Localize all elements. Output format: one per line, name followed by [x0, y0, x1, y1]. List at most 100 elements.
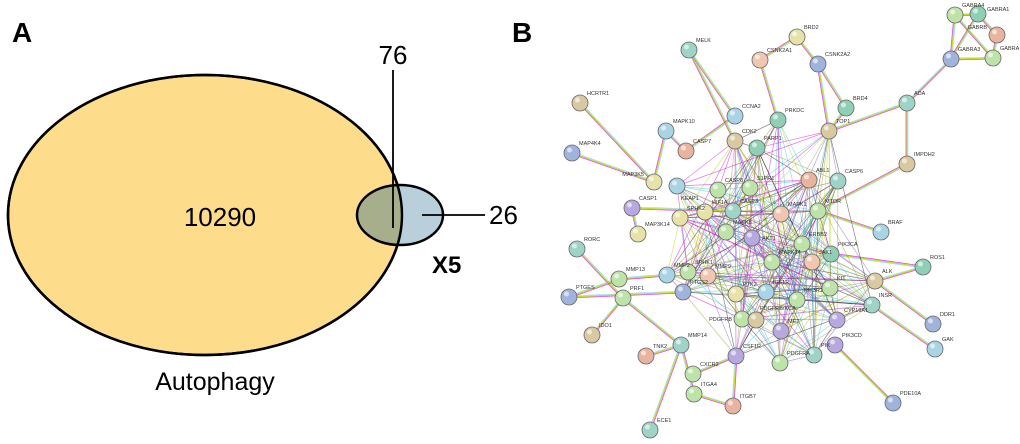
protein-node-mapk10[interactable] [657, 122, 675, 140]
protein-node-pde10a[interactable] [884, 394, 902, 412]
protein-node-pik3ca2[interactable] [747, 311, 765, 329]
protein-node-hif1a[interactable] [696, 203, 714, 221]
protein-node-pik3cd[interactable] [826, 336, 844, 354]
protein-node-gabra1[interactable] [969, 5, 987, 23]
protein-node-s1pr1[interactable] [741, 179, 759, 197]
protein-node-csnk2a1[interactable] [751, 51, 769, 69]
protein-node-braf[interactable] [872, 223, 890, 241]
protein-node-map3k14[interactable] [629, 225, 647, 243]
protein-node-pdgfra[interactable] [771, 354, 789, 372]
protein-node-brd4[interactable] [837, 99, 855, 117]
protein-node-erbb2[interactable] [793, 235, 811, 253]
protein-node-rorc[interactable] [568, 240, 586, 258]
protein-node-mtor[interactable] [809, 202, 827, 220]
protein-node-cxcr2[interactable] [684, 365, 702, 383]
node-label: ITGB7 [740, 394, 756, 400]
protein-node-akt1[interactable] [743, 229, 761, 247]
network-nodes: MELK BRD2 CSNK2A1 CSNK2A2 HCRTR1 MAPK10 CCNA2 P… [560, 3, 1020, 439]
protein-node-cdk2[interactable] [726, 132, 744, 150]
protein-node-pdgfrb[interactable] [733, 310, 751, 328]
protein-node-alk[interactable] [866, 272, 884, 290]
protein-node-gabrb[interactable] [988, 26, 1006, 44]
node-label: TOP1 [836, 119, 850, 125]
node-circle [809, 202, 827, 220]
protein-node-igf1r[interactable] [757, 283, 775, 301]
protein-node-mapk8[interactable] [717, 223, 735, 241]
interaction-edge [834, 344, 894, 404]
node-highlight [641, 350, 646, 356]
protein-node-gabra3[interactable] [942, 50, 960, 68]
protein-node-mmp9[interactable] [699, 267, 717, 285]
protein-node-abl1[interactable] [800, 171, 818, 189]
protein-node-brd2[interactable] [788, 28, 806, 46]
protein-node-casp3[interactable] [724, 202, 742, 220]
protein-node-ptk2[interactable] [727, 285, 745, 303]
node-highlight [973, 8, 978, 14]
protein-node-map4k4[interactable] [563, 144, 581, 162]
protein-node-parp1[interactable] [748, 139, 766, 157]
venn-diagram: A 10290 76 26 X5 Autophagy [6, 17, 518, 396]
protein-node-melk[interactable] [680, 41, 698, 59]
protein-node-gabra[interactable] [984, 49, 1002, 67]
protein-node-itgb7[interactable] [724, 397, 742, 415]
node-labels: MELK BRD2 CSNK2A1 CSNK2A2 HCRTR1 MAPK10 CCNA2 P… [576, 3, 1020, 424]
protein-node-mmp13[interactable] [610, 270, 628, 288]
protein-node-keap1[interactable] [668, 177, 686, 195]
protein-node-sphk2[interactable] [671, 209, 689, 227]
interaction-edge [749, 187, 876, 282]
protein-node-ccna2[interactable] [726, 107, 744, 125]
protein-node-itga4[interactable] [685, 385, 703, 403]
protein-node-top1[interactable] [820, 122, 838, 140]
protein-node-ptges[interactable] [560, 288, 578, 306]
protein-node-ptgs2[interactable] [674, 283, 692, 301]
protein-node-map3k5[interactable] [645, 173, 663, 191]
protein-node-tnk2[interactable] [637, 347, 655, 365]
protein-node-ido1[interactable] [583, 326, 601, 344]
protein-node-prkdc[interactable] [769, 111, 787, 129]
interaction-edge [834, 345, 893, 404]
interaction-edge [735, 287, 831, 295]
protein-node-hcrtr1[interactable] [571, 94, 589, 112]
protein-node-pik3ca[interactable] [822, 245, 840, 263]
node-highlight [804, 174, 809, 180]
protein-node-jak1[interactable] [803, 253, 821, 271]
interaction-edge [756, 130, 830, 149]
node-highlight [833, 175, 838, 181]
protein-node-pik3r1[interactable] [788, 291, 806, 309]
interaction-edge [676, 140, 736, 187]
protein-node-pik[interactable] [805, 346, 823, 364]
protein-node-mmp2[interactable] [658, 266, 676, 284]
protein-node-casp1[interactable] [623, 199, 641, 217]
interaction-edge [780, 179, 810, 332]
node-label: ROS1 [930, 255, 945, 261]
protein-node-csnk2a2[interactable] [809, 55, 827, 73]
protein-node-mapk14[interactable] [763, 253, 781, 271]
protein-node-gak[interactable] [926, 340, 944, 358]
interaction-edge [622, 298, 681, 347]
protein-node-casp8[interactable] [709, 181, 727, 199]
protein-node-casp6[interactable] [829, 172, 847, 190]
node-circle [614, 289, 632, 307]
protein-node-cyp19a1[interactable] [828, 311, 846, 329]
node-circle [788, 28, 806, 46]
node-highlight [928, 318, 933, 324]
node-circle [884, 394, 902, 412]
protein-node-ada[interactable] [898, 94, 916, 112]
protein-node-mapk1[interactable] [772, 205, 790, 223]
protein-node-ddr1[interactable] [924, 315, 942, 333]
protein-node-gabra4[interactable] [946, 6, 964, 24]
node-highlight [824, 125, 829, 131]
protein-node-csf1r[interactable] [727, 347, 745, 365]
protein-node-kit[interactable] [821, 279, 839, 297]
x5-set-label: X5 [432, 252, 461, 279]
protein-node-casp7[interactable] [677, 142, 695, 160]
protein-node-ece1[interactable] [641, 421, 659, 439]
protein-node-mmp14[interactable] [672, 336, 690, 354]
protein-node-insr[interactable] [863, 296, 881, 314]
protein-node-sphk1[interactable] [679, 263, 697, 281]
node-label: ECE1 [657, 418, 671, 424]
protein-node-ros1[interactable] [914, 258, 932, 276]
protein-node-met[interactable] [772, 322, 790, 340]
protein-node-impdh2[interactable] [898, 155, 916, 173]
protein-node-prf1[interactable] [614, 289, 632, 307]
